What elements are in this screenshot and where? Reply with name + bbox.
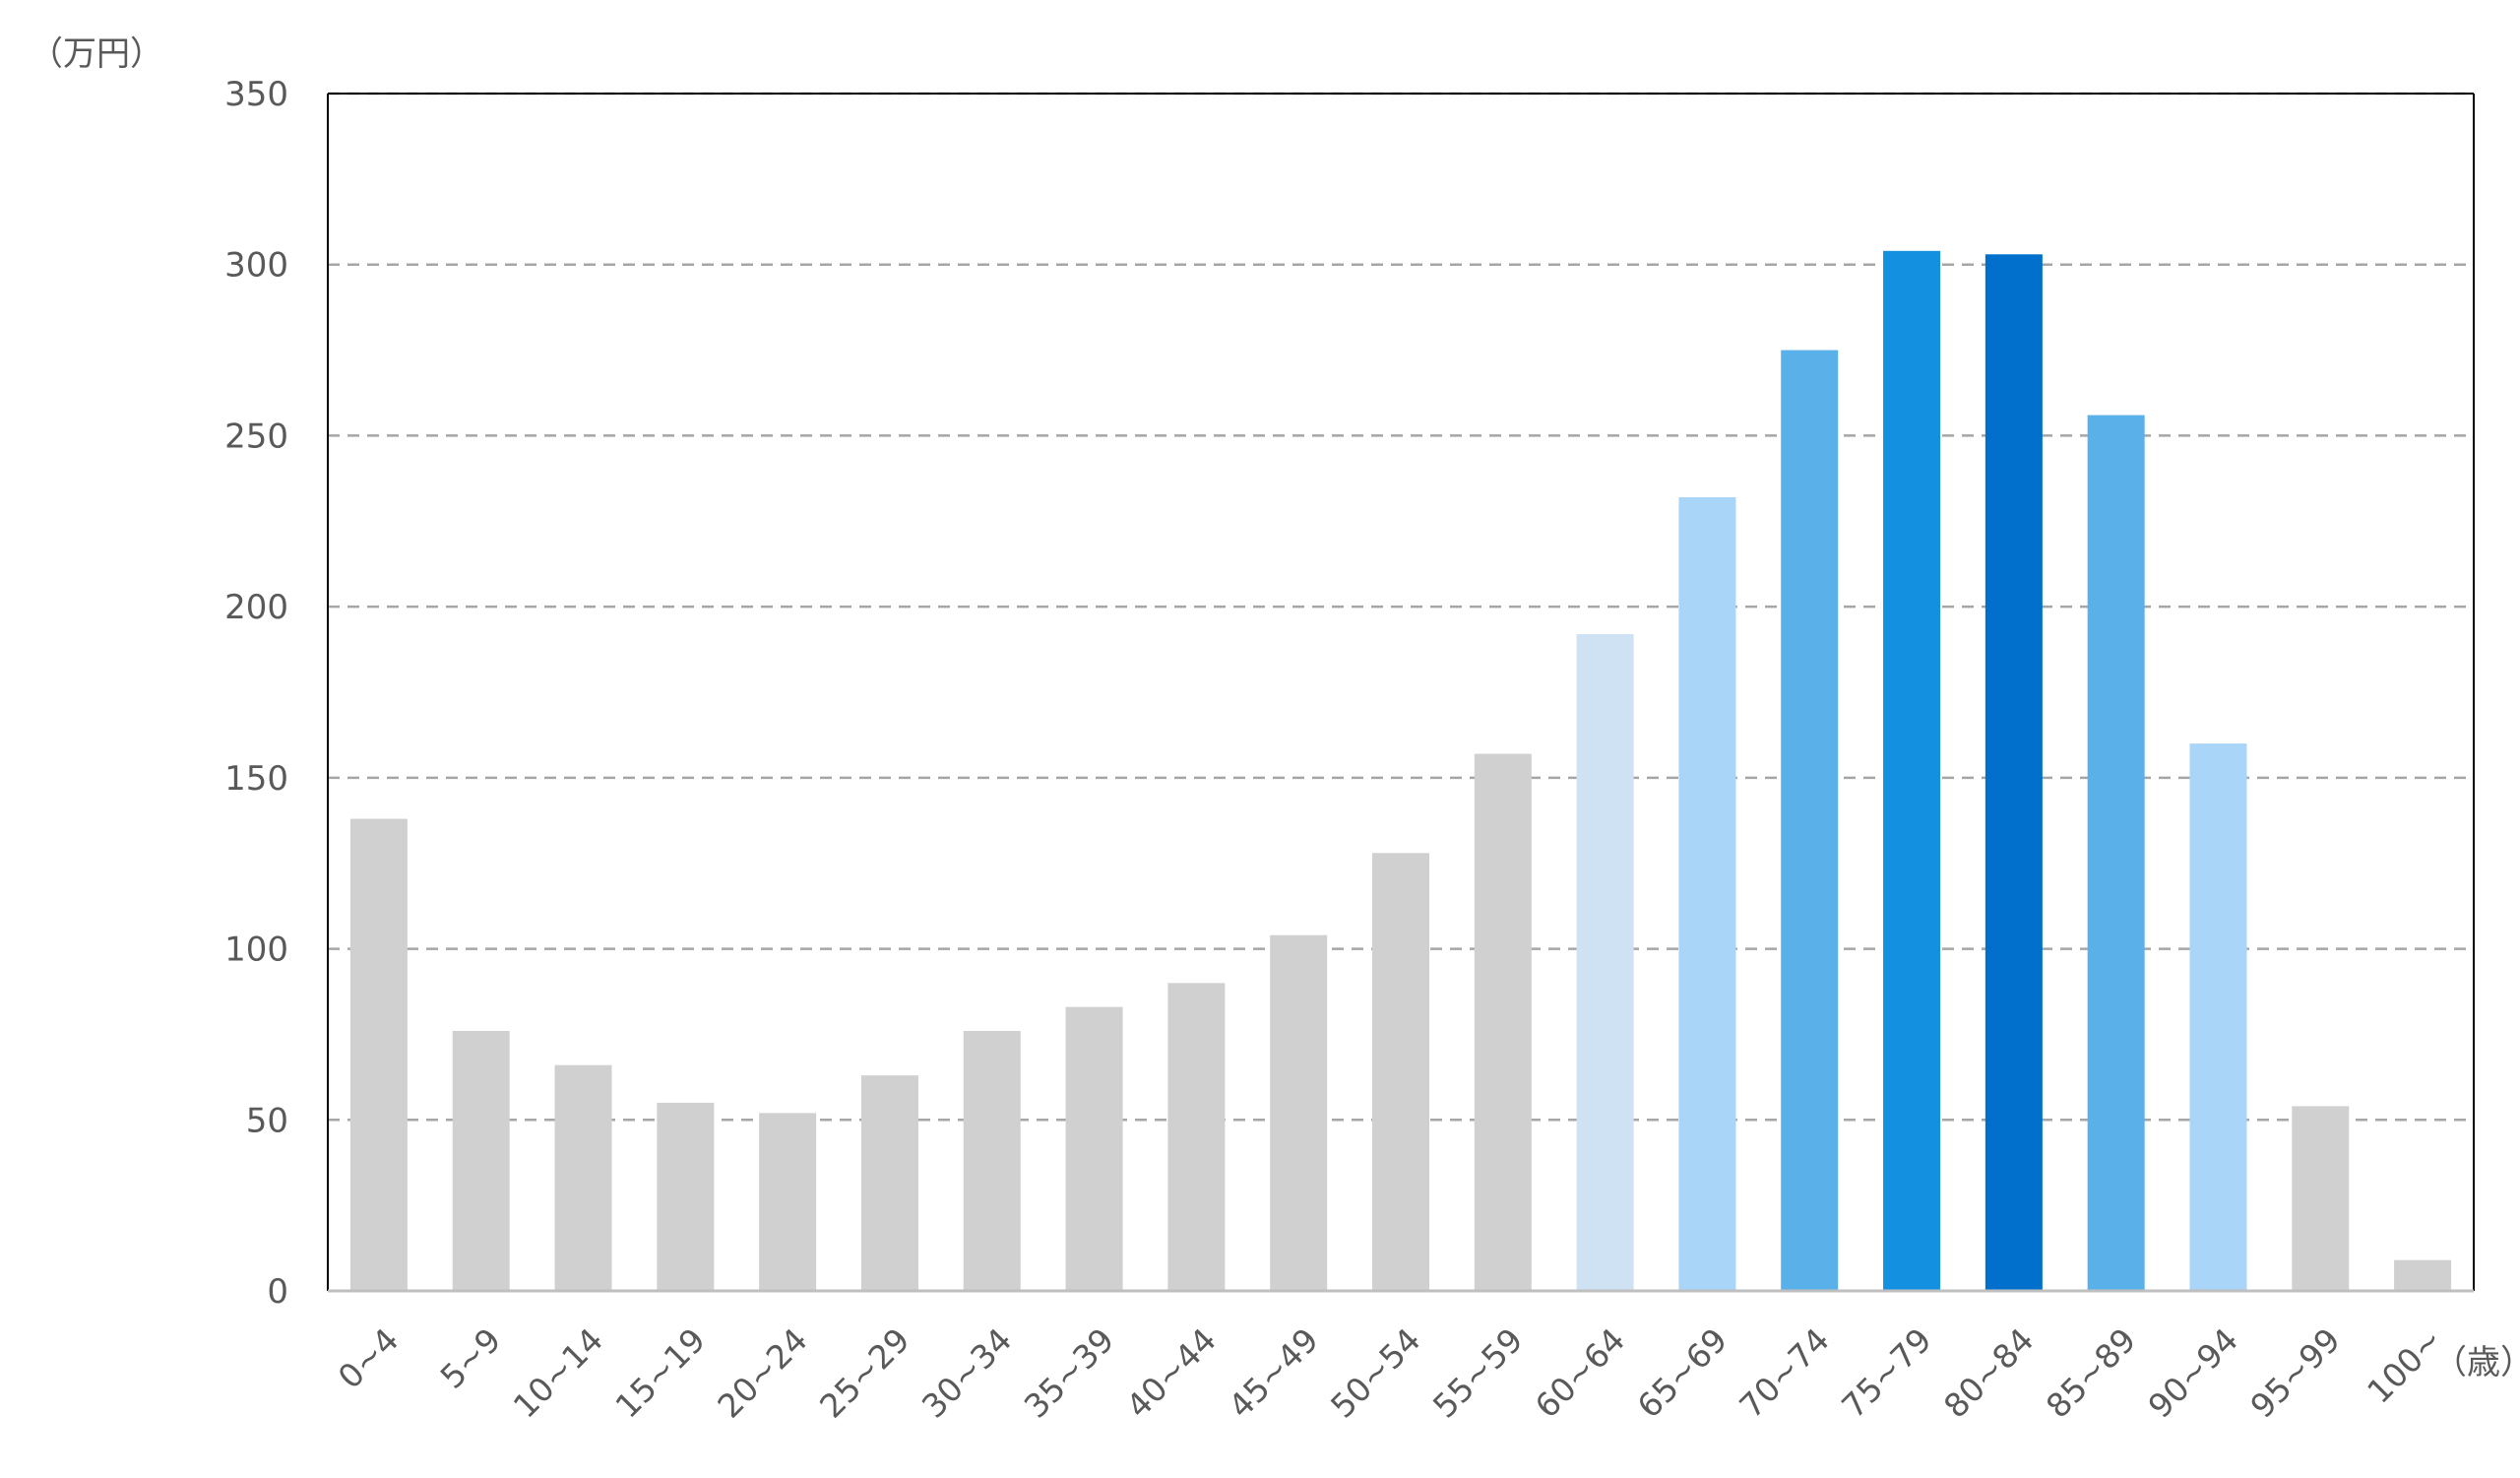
bar-35~39 [1065, 1006, 1123, 1291]
y-tick-label: 150 [224, 759, 288, 799]
x-tick-label: 75~79 [1834, 1320, 1939, 1426]
y-tick-label: 250 [224, 417, 288, 456]
x-tick-label: 70~74 [1732, 1320, 1837, 1426]
y-tick-label: 50 [246, 1101, 288, 1140]
bar-15~19 [657, 1102, 715, 1291]
bar-55~59 [1474, 753, 1532, 1291]
x-tick-label: 30~34 [914, 1320, 1020, 1426]
x-tick-labels: 0~4 5~910~1415~1920~2425~2930~3435~3940~4… [331, 1320, 2450, 1426]
x-tick-label: 60~64 [1528, 1320, 1633, 1426]
bar-60~64 [1576, 633, 1634, 1291]
x-axis-unit: （歳） [2433, 1343, 2520, 1382]
x-tick-label: 25~29 [812, 1320, 917, 1426]
x-tick-label: 5~9 [433, 1320, 509, 1396]
x-tick-label: 85~89 [2039, 1320, 2144, 1426]
x-tick-label: 65~69 [1630, 1320, 1735, 1426]
bar-5~9 [452, 1030, 510, 1291]
bar-50~54 [1372, 853, 1429, 1291]
bars [349, 250, 2452, 1292]
y-axis-unit: （万円） [30, 34, 163, 74]
x-tick-label: 95~99 [2242, 1320, 2348, 1426]
bar-65~69 [1678, 496, 1736, 1292]
bar-75~79 [1883, 250, 1941, 1291]
x-tick-label: 20~24 [710, 1320, 815, 1426]
bar-80~84 [1984, 254, 2043, 1291]
x-tick-label: 45~49 [1221, 1320, 1326, 1426]
x-tick-label: 80~84 [1936, 1320, 2042, 1426]
y-tick-labels: 0 50 100 150 200 250 300 350 [224, 75, 288, 1312]
x-tick-label: 10~14 [506, 1320, 611, 1426]
bar-95~99 [2292, 1106, 2350, 1291]
x-tick-label: 90~94 [2141, 1320, 2246, 1426]
bar-70~74 [1781, 350, 1839, 1292]
bar-20~24 [759, 1113, 817, 1291]
bar-10~14 [554, 1064, 612, 1291]
bar-30~34 [963, 1030, 1021, 1291]
y-tick-label: 200 [224, 588, 288, 627]
bar-90~94 [2189, 743, 2247, 1291]
y-tick-label: 300 [224, 246, 288, 286]
bar-0~4 [349, 818, 408, 1291]
x-tick-label: 50~54 [1323, 1320, 1428, 1426]
bar-100~ [2394, 1259, 2452, 1291]
bar-85~89 [2087, 415, 2145, 1291]
bar-40~44 [1167, 983, 1226, 1291]
y-tick-label: 350 [224, 75, 288, 114]
x-tick-label: 40~44 [1119, 1320, 1225, 1426]
bar-25~29 [860, 1075, 918, 1291]
x-tick-label: 0~4 [331, 1320, 407, 1396]
bar-45~49 [1270, 934, 1328, 1291]
y-tick-label: 100 [224, 931, 288, 970]
x-tick-label: 55~59 [1425, 1320, 1531, 1426]
y-tick-label: 0 [267, 1272, 288, 1312]
x-tick-label: 35~39 [1017, 1320, 1122, 1426]
axes [327, 93, 2475, 1293]
x-tick-label: 15~19 [607, 1320, 713, 1426]
